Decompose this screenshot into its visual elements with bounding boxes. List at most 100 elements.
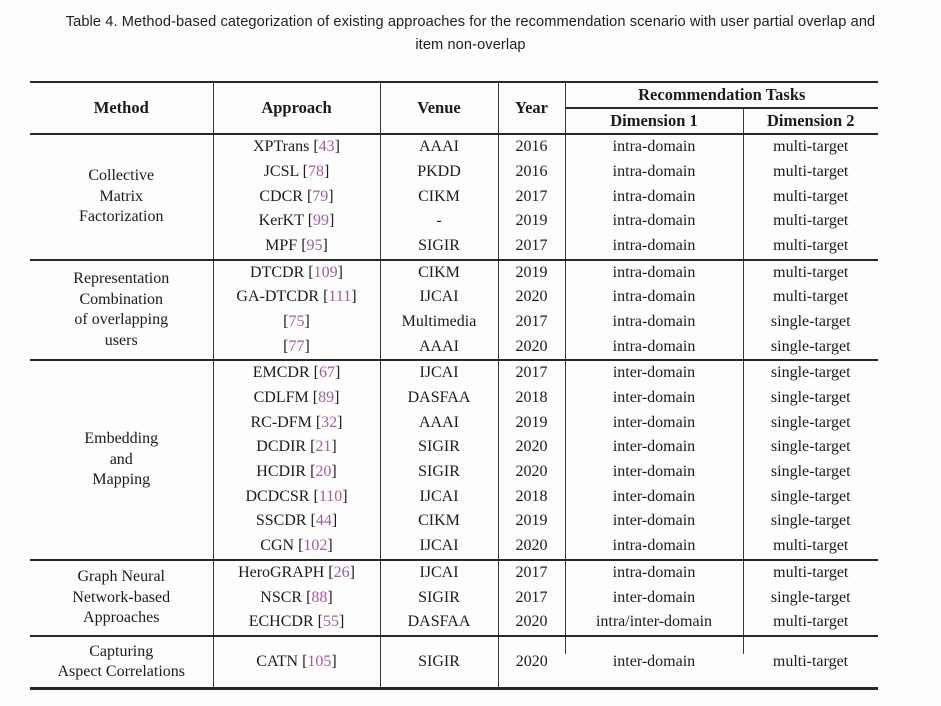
col-header-method: Method	[30, 82, 213, 136]
dimension-2-cell: multi-target	[742, 558, 879, 586]
dimension-2-cell: single-target	[742, 310, 879, 335]
dimension-1-cell: intra-domain	[564, 159, 743, 185]
dimension-2-cell: single-target	[742, 484, 879, 510]
dimension-2-cell: multi-target	[742, 209, 879, 234]
year-cell: 2017	[497, 359, 565, 387]
method-group-cell: Capturing Aspect Correlations	[30, 634, 213, 689]
approach-cell: DCDIR [21]	[212, 435, 380, 461]
method-group-cell: Graph Neural Network-based Approaches	[30, 558, 213, 636]
table-row: [77] AAAI 2020 intra-domain single-target	[30, 334, 879, 361]
approach-cell: RC-DFM [32]	[212, 410, 380, 436]
dimension-2-cell: multi-target	[742, 258, 879, 286]
dimension-2-cell: single-target	[742, 460, 879, 485]
venue-cell: CIKM	[379, 184, 498, 210]
dimension-1-cell: intra-domain	[564, 233, 743, 260]
categorization-table: Method Approach Venue Year Recommendatio…	[30, 81, 879, 690]
year-cell: 2016	[497, 159, 565, 185]
year-cell: 2020	[497, 435, 565, 461]
dimension-1-cell: inter-domain	[564, 410, 743, 436]
table-header: Method Approach Venue Year Recommendatio…	[30, 82, 879, 136]
citation-link[interactable]: 88	[311, 588, 328, 606]
dimension-1-cell: inter-domain	[564, 386, 743, 411]
table-row: Graph Neural Network-based Approaches Her…	[30, 558, 879, 636]
venue-cell: AAAI	[379, 134, 498, 160]
citation-link[interactable]: 78	[307, 162, 324, 180]
citation-link[interactable]: 95	[306, 236, 323, 254]
table-row: GA-DTCDR [111] IJCAI 2020 intra-domain multi…	[30, 285, 879, 311]
citation-link[interactable]: 55	[322, 613, 339, 631]
citation-link[interactable]: 32	[321, 413, 338, 431]
approach-cell: EMCDR [67]	[212, 359, 380, 387]
citation-link[interactable]: 99	[313, 212, 330, 230]
year-cell: 2017	[497, 558, 565, 586]
dimension-1-cell: inter-domain	[564, 435, 743, 461]
citation-link[interactable]: 75	[288, 312, 305, 330]
citation-link[interactable]: 21	[315, 438, 332, 456]
col-header-dimension-2: Dimension 2	[742, 108, 879, 136]
method-group-cell: Embedding and Mapping	[30, 359, 213, 560]
method-group-cell: Representation Combination of overlappin…	[30, 258, 213, 361]
approach-cell: MPF [95]	[212, 233, 380, 260]
citation-link[interactable]: 79	[312, 187, 329, 205]
citation-link[interactable]: 89	[318, 389, 335, 406]
table-caption: Table 4. Method-based categorization of …	[65, 14, 876, 53]
header-row-top: Method Approach Venue Year Recommendatio…	[30, 82, 879, 136]
dimension-2-cell: multi-target	[742, 233, 879, 260]
table-row: Collective Matrix Factorization XPTrans […	[30, 134, 879, 225]
table-row: KerKT [99] -2019 intra-domain multi-target	[30, 209, 879, 234]
year-cell: 2019	[497, 509, 565, 535]
citation-link[interactable]: 111	[328, 288, 352, 306]
table-row: SSCDR [44] CIKM 2019 inter-domain single-tar…	[30, 509, 879, 535]
dimension-2-cell: single-target	[742, 435, 879, 461]
venue-cell: IJCAI	[379, 534, 498, 560]
dimension-2-cell: single-target	[742, 386, 879, 411]
approach-cell: XPTrans [43]	[212, 134, 380, 160]
dimension-1-cell: inter-domain	[564, 484, 743, 510]
citation-link[interactable]: 102	[303, 537, 328, 555]
dimension-2-cell: multi-target	[742, 159, 879, 185]
year-cell: 2018	[497, 386, 565, 411]
col-header-venue: Venue	[379, 82, 498, 136]
table-row: Capturing Aspect Correlations CATN [105] S…	[30, 634, 879, 689]
dimension-2-cell: single-target	[742, 585, 879, 611]
citation-link[interactable]: 77	[288, 337, 305, 355]
approach-cell: KerKT [99]	[212, 209, 380, 234]
dimension-1-cell: inter-domain	[564, 359, 743, 387]
year-cell: 2020	[497, 634, 565, 689]
dimension-2-cell: multi-target	[742, 285, 879, 311]
citation-link[interactable]: 105	[307, 652, 332, 670]
approach-cell: CDLFM [89]	[212, 386, 380, 411]
venue-cell: AAAI	[379, 410, 498, 436]
venue-cell: IJCAI	[379, 285, 498, 311]
dimension-1-cell: inter-domain	[564, 585, 743, 611]
approach-cell: CATN [105]	[212, 634, 380, 689]
citation-link[interactable]: 109	[313, 263, 338, 281]
table-row: DCDCSR [110] IJCAI 2018 inter-domain single-…	[30, 484, 879, 510]
table-row: CDLFM [89] DASFAA 2018 inter-domain single-t…	[30, 386, 879, 411]
dimension-1-cell: intra/inter-domain	[564, 610, 743, 636]
year-cell: 2020	[497, 285, 565, 311]
col-header-approach: Approach	[212, 82, 380, 136]
approach-cell: NSCR [88]	[212, 585, 380, 611]
col-header-year: Year	[497, 82, 565, 136]
table-row: MPF [95] SIGIR 2017 intra-domain multi-targe…	[30, 233, 879, 260]
venue-cell: PKDD	[379, 159, 498, 185]
citation-link[interactable]: 44	[315, 512, 332, 530]
citation-link[interactable]: 43	[318, 138, 335, 156]
approach-cell: ECHCDR [55]	[212, 610, 380, 636]
citation-link[interactable]: 67	[318, 364, 335, 382]
approach-cell: JCSL [78]	[212, 159, 380, 185]
year-cell: 2017	[497, 184, 565, 210]
year-cell: 2019	[497, 410, 565, 436]
year-cell: 2017	[497, 310, 565, 335]
citation-link[interactable]: 20	[315, 463, 332, 481]
citation-link[interactable]: 26	[333, 563, 350, 581]
dimension-1-cell: intra-domain	[564, 134, 743, 160]
citation-link[interactable]: 110	[318, 487, 343, 505]
approach-cell: [75]	[212, 310, 380, 335]
dimension-2-cell: single-target	[742, 410, 879, 436]
venue-cell: Multimedia	[379, 310, 498, 335]
table-row: JCSL [78] PKDD 2016 intra-domain multi-targe…	[30, 159, 879, 185]
table-row: DCDIR [21] SIGIR 2020 inter-domain single-ta…	[30, 435, 879, 461]
venue-cell: IJCAI	[379, 359, 498, 387]
